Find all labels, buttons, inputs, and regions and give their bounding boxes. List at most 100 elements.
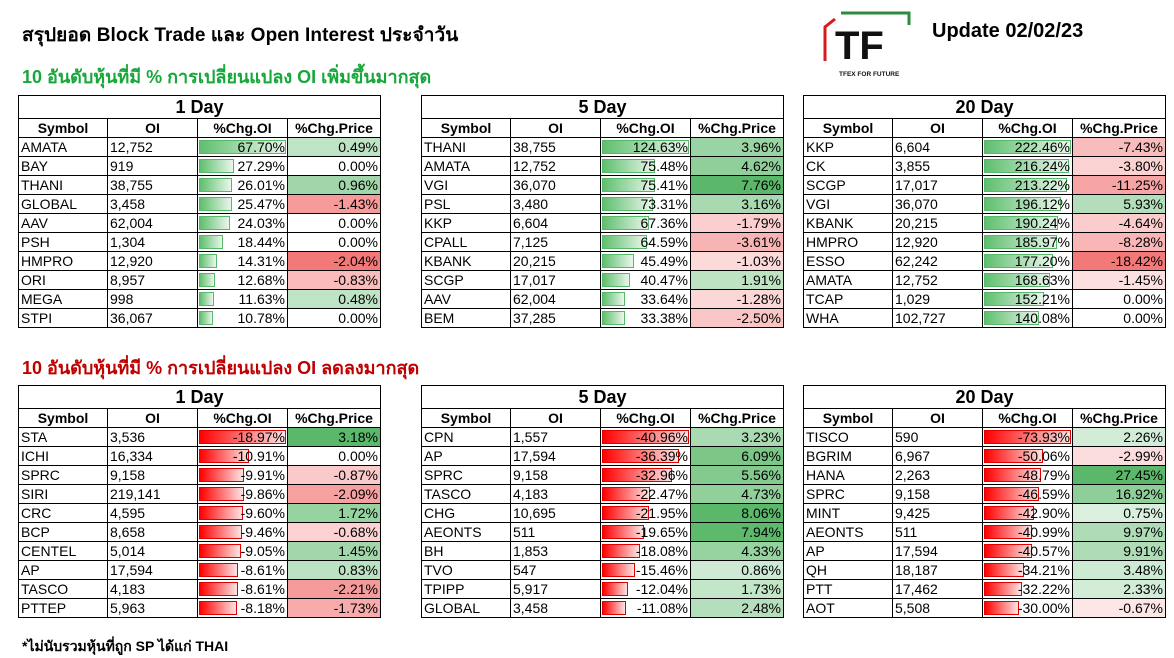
chg-oi-value: 168.63% <box>1014 272 1070 288</box>
symbol-cell: CK <box>803 156 893 176</box>
table-row: AP 17,594 -8.61% 0.83% <box>18 560 381 580</box>
chg-oi-cell: 75.48% <box>600 156 691 176</box>
table-up-1-day: 1 Day Symbol OI %Chg.OI %Chg.Price AMATA 12,75… <box>18 95 381 328</box>
chg-price-cell: -11.25% <box>1072 175 1166 195</box>
chg-oi-cell: 168.63% <box>982 270 1073 290</box>
chg-price-cell: -2.09% <box>287 484 381 504</box>
chg-price-cell: -0.83% <box>287 270 381 290</box>
chg-oi-value: 24.03% <box>237 215 285 231</box>
symbol-cell: HANA <box>803 465 893 485</box>
chg-oi-cell: 67.70% <box>197 137 288 157</box>
symbol-cell: AMATA <box>421 156 511 176</box>
chg-oi-bar <box>602 487 650 501</box>
oi-cell: 9,158 <box>892 484 983 504</box>
table-row: KBANK 20,215 45.49% -1.03% <box>421 251 784 271</box>
table-row: KKP 6,604 222.46% -7.43% <box>803 137 1166 157</box>
oi-cell: 20,215 <box>892 213 983 233</box>
chg-oi-value: -9.86% <box>240 486 285 502</box>
chg-oi-value: -40.99% <box>1017 524 1070 540</box>
chg-oi-bar <box>602 449 679 463</box>
oi-cell: 17,017 <box>892 175 983 195</box>
table-row: AMATA 12,752 75.48% 4.62% <box>421 156 784 176</box>
symbol-cell: ICHI <box>18 446 108 466</box>
chg-oi-bar <box>602 292 625 306</box>
table-row: THANI 38,755 124.63% 3.96% <box>421 137 784 157</box>
chg-price-cell: -18.42% <box>1072 251 1166 271</box>
update-date: Update 02/02/23 <box>932 20 1084 42</box>
chg-price-cell: 3.23% <box>690 427 784 447</box>
table-row: VGI 36,070 196.12% 5.93% <box>803 194 1166 214</box>
chg-price-cell: -3.80% <box>1072 156 1166 176</box>
chg-oi-bar <box>602 506 649 520</box>
chg-oi-value: 75.41% <box>640 177 688 193</box>
chg-oi-cell: -19.65% <box>600 522 691 542</box>
symbol-cell: SCGP <box>803 175 893 195</box>
chg-oi-cell: 124.63% <box>600 137 691 157</box>
oi-cell: 12,752 <box>892 270 983 290</box>
chg-price-cell: -8.28% <box>1072 232 1166 252</box>
chg-oi-value: 75.48% <box>640 158 688 174</box>
chg-price-header: %Chg.Price <box>287 118 381 138</box>
table-row: ICHI 16,334 -10.91% 0.00% <box>18 446 381 466</box>
table-row: BEM 37,285 33.38% -2.50% <box>421 308 784 328</box>
table-row: AMATA 12,752 67.70% 0.49% <box>18 137 381 157</box>
symbol-cell: SIRI <box>18 484 108 504</box>
chg-price-cell: -1.28% <box>690 289 784 309</box>
chg-price-cell: 16.92% <box>1072 484 1166 504</box>
chg-oi-header: %Chg.OI <box>600 118 691 138</box>
chg-oi-cell: -8.61% <box>197 560 288 580</box>
chg-oi-header: %Chg.OI <box>600 408 691 428</box>
chg-oi-bar <box>984 430 1071 444</box>
chg-oi-bar <box>984 563 1024 577</box>
chg-oi-value: -30.00% <box>1017 600 1070 616</box>
chg-oi-bar <box>602 273 630 287</box>
oi-cell: 5,508 <box>892 598 983 618</box>
oi-cell: 547 <box>510 560 601 580</box>
chg-oi-value: -36.39% <box>635 448 688 464</box>
chg-price-cell: -1.73% <box>287 598 381 618</box>
chg-oi-cell: -36.39% <box>600 446 691 466</box>
oi-cell: 17,594 <box>107 560 198 580</box>
oi-cell: 5,917 <box>510 579 601 599</box>
oi-cell: 12,920 <box>107 251 198 271</box>
chg-oi-cell: 64.59% <box>600 232 691 252</box>
table-row: SPRC 9,158 -9.91% -0.87% <box>18 465 381 485</box>
chg-oi-value: -50.06% <box>1017 448 1070 464</box>
chg-oi-cell: -9.91% <box>197 465 288 485</box>
chg-price-cell: -1.79% <box>690 213 784 233</box>
symbol-cell: AMATA <box>803 270 893 290</box>
chg-oi-bar <box>199 563 238 577</box>
oi-cell: 919 <box>107 156 198 176</box>
symbol-cell: ESSO <box>803 251 893 271</box>
chg-oi-bar <box>984 273 1050 287</box>
oi-cell: 3,480 <box>510 194 601 214</box>
oi-cell: 38,755 <box>510 137 601 157</box>
symbol-cell: BCP <box>18 522 108 542</box>
chg-oi-value: 12.68% <box>237 272 285 288</box>
chg-price-cell: 9.91% <box>1072 541 1166 561</box>
table-row: TISCO 590 -73.93% 2.26% <box>803 427 1166 447</box>
symbol-cell: THANI <box>18 175 108 195</box>
symbol-cell: STPI <box>18 308 108 328</box>
chg-oi-bar <box>984 235 1057 249</box>
chg-price-cell: 0.48% <box>287 289 381 309</box>
oi-cell: 38,755 <box>107 175 198 195</box>
chg-oi-value: -18.08% <box>635 543 688 559</box>
chg-oi-bar <box>199 273 215 287</box>
chg-oi-value: 124.63% <box>632 139 688 155</box>
chg-price-cell: 0.83% <box>287 560 381 580</box>
oi-header: OI <box>510 408 601 428</box>
oi-cell: 6,604 <box>510 213 601 233</box>
table-down-5-day: 5 Day Symbol OI %Chg.OI %Chg.Price CPN 1,557 -4… <box>421 385 784 618</box>
chg-price-cell: 3.16% <box>690 194 784 214</box>
chg-oi-cell: 45.49% <box>600 251 691 271</box>
chg-price-cell: -1.03% <box>690 251 784 271</box>
logo-tagline: TFEX FOR FUTURE <box>839 71 900 78</box>
chg-oi-value: -48.79% <box>1017 467 1070 483</box>
chg-price-cell: 2.33% <box>1072 579 1166 599</box>
oi-cell: 10,695 <box>510 503 601 523</box>
chg-oi-bar <box>602 216 649 230</box>
symbol-cell: SPRC <box>421 465 511 485</box>
chg-oi-bar <box>199 468 244 482</box>
chg-price-cell: -2.50% <box>690 308 784 328</box>
